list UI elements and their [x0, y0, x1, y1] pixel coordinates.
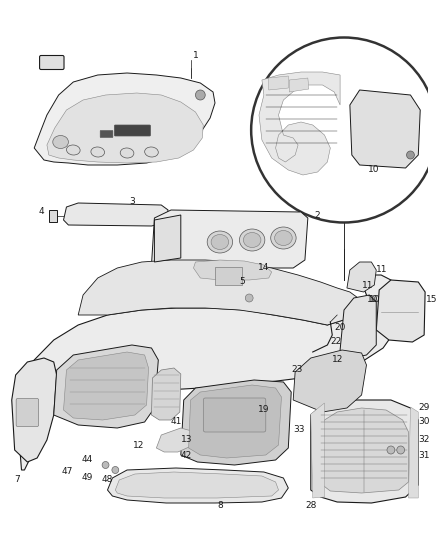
- Ellipse shape: [271, 227, 296, 249]
- Text: 11: 11: [376, 265, 388, 274]
- Polygon shape: [115, 472, 279, 498]
- Text: 30: 30: [418, 417, 430, 426]
- Text: 3: 3: [129, 198, 135, 206]
- Polygon shape: [376, 280, 425, 342]
- Polygon shape: [311, 403, 325, 498]
- Polygon shape: [34, 73, 215, 165]
- Polygon shape: [293, 350, 367, 412]
- Text: 14: 14: [258, 263, 269, 272]
- Text: 22: 22: [330, 337, 342, 346]
- Text: 12: 12: [133, 440, 145, 449]
- Polygon shape: [155, 215, 181, 262]
- Polygon shape: [181, 380, 291, 465]
- Text: 29: 29: [418, 403, 430, 413]
- Text: 4: 4: [38, 207, 44, 216]
- Polygon shape: [311, 400, 418, 503]
- FancyBboxPatch shape: [39, 55, 64, 69]
- Polygon shape: [289, 78, 309, 92]
- Text: 12: 12: [332, 356, 344, 365]
- Circle shape: [397, 446, 405, 454]
- Text: 10: 10: [368, 166, 380, 174]
- Polygon shape: [189, 385, 282, 458]
- Polygon shape: [47, 93, 203, 163]
- FancyBboxPatch shape: [16, 399, 39, 426]
- Circle shape: [406, 151, 414, 159]
- Ellipse shape: [91, 147, 105, 157]
- Ellipse shape: [251, 37, 437, 222]
- Polygon shape: [194, 260, 272, 280]
- Circle shape: [112, 466, 119, 473]
- Ellipse shape: [207, 231, 233, 253]
- Circle shape: [245, 294, 253, 302]
- Text: 44: 44: [81, 456, 93, 464]
- Text: 15: 15: [426, 295, 438, 304]
- Text: 1: 1: [193, 51, 198, 60]
- FancyBboxPatch shape: [49, 210, 57, 222]
- Polygon shape: [259, 72, 340, 175]
- Polygon shape: [54, 345, 158, 428]
- FancyBboxPatch shape: [203, 398, 266, 432]
- Text: 28: 28: [305, 500, 317, 510]
- Polygon shape: [12, 358, 57, 462]
- Polygon shape: [350, 90, 420, 168]
- Polygon shape: [152, 210, 308, 268]
- Text: 11: 11: [362, 280, 373, 289]
- Ellipse shape: [53, 135, 68, 149]
- Circle shape: [195, 90, 205, 100]
- FancyBboxPatch shape: [215, 267, 242, 285]
- Text: 5: 5: [240, 278, 245, 287]
- Polygon shape: [409, 407, 418, 498]
- Polygon shape: [269, 76, 288, 90]
- Text: 20: 20: [334, 324, 346, 333]
- Text: 23: 23: [292, 366, 303, 375]
- Text: 41: 41: [171, 417, 182, 426]
- Text: 32: 32: [418, 435, 430, 445]
- Polygon shape: [78, 260, 360, 325]
- Ellipse shape: [120, 148, 134, 158]
- Text: 31: 31: [418, 450, 430, 459]
- Circle shape: [387, 446, 395, 454]
- Text: 42: 42: [181, 450, 192, 459]
- Polygon shape: [152, 368, 181, 420]
- Polygon shape: [107, 468, 288, 503]
- Text: 48: 48: [102, 475, 113, 484]
- Ellipse shape: [275, 230, 292, 246]
- Polygon shape: [64, 352, 148, 420]
- Ellipse shape: [211, 235, 229, 249]
- Text: 13: 13: [181, 435, 192, 445]
- Text: 2: 2: [314, 211, 320, 220]
- Text: 47: 47: [62, 467, 73, 477]
- Ellipse shape: [145, 147, 158, 157]
- Text: 8: 8: [217, 502, 223, 511]
- Text: 19: 19: [258, 406, 270, 415]
- Text: 10: 10: [369, 295, 381, 304]
- Text: 7: 7: [15, 475, 21, 484]
- Text: 10: 10: [367, 295, 378, 304]
- FancyBboxPatch shape: [114, 125, 151, 136]
- Polygon shape: [156, 428, 195, 452]
- Ellipse shape: [240, 229, 265, 251]
- Polygon shape: [318, 408, 409, 493]
- Polygon shape: [18, 275, 401, 470]
- Polygon shape: [347, 262, 376, 292]
- Ellipse shape: [67, 145, 80, 155]
- FancyBboxPatch shape: [100, 131, 113, 138]
- Polygon shape: [64, 203, 168, 226]
- Text: 33: 33: [293, 425, 305, 434]
- Polygon shape: [340, 295, 376, 358]
- Ellipse shape: [244, 232, 261, 247]
- Text: 49: 49: [81, 473, 93, 482]
- Circle shape: [102, 462, 109, 469]
